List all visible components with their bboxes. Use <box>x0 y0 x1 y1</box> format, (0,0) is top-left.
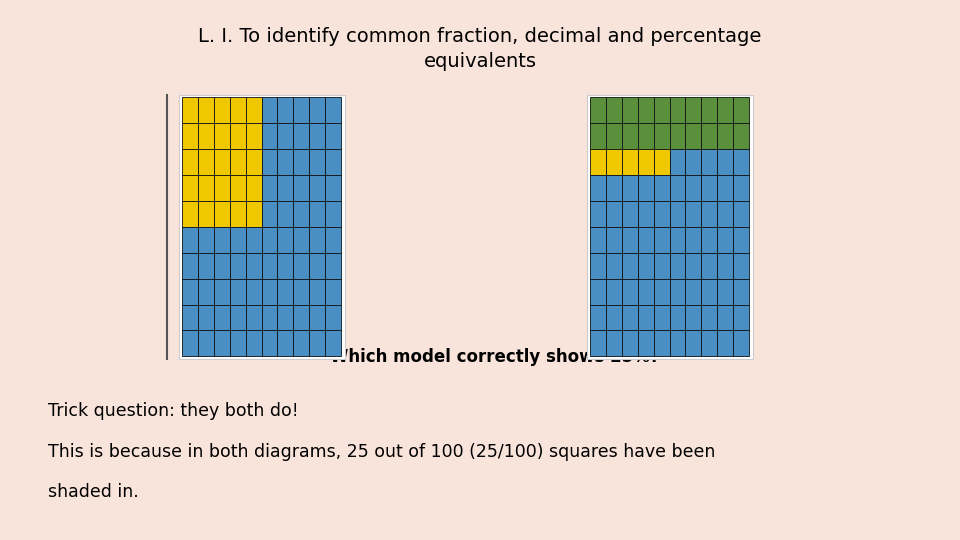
Text: L. I. To identify common fraction, decimal and percentage
equivalents: L. I. To identify common fraction, decim… <box>199 27 761 71</box>
Text: This is because in both diagrams, 25 out of 100 (25/100) squares have been: This is because in both diagrams, 25 out… <box>48 443 715 461</box>
Text: Which model correctly shows 25%?: Which model correctly shows 25%? <box>329 348 660 366</box>
Text: shaded in.: shaded in. <box>48 483 139 501</box>
Text: Trick question: they both do!: Trick question: they both do! <box>48 402 299 420</box>
